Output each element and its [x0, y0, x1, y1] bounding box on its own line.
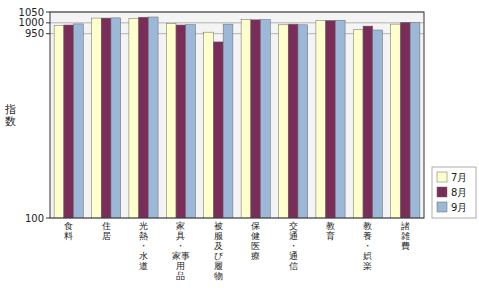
legend-label: 7月	[451, 172, 467, 183]
bar	[353, 30, 363, 218]
y-tick-label: 1050	[19, 7, 44, 18]
x-tick-label: 家具・家事用品	[172, 221, 190, 281]
legend-box	[432, 167, 476, 218]
legend-swatch	[437, 172, 447, 182]
bar	[288, 24, 298, 218]
legend-label: 9月	[451, 202, 467, 213]
legend: 7月 8月 9月	[432, 167, 476, 218]
y-tick-label: 100	[25, 213, 44, 224]
bar	[261, 20, 271, 218]
bar	[101, 18, 111, 218]
y-tick	[46, 12, 50, 13]
y-tick-label: 1000	[19, 17, 44, 28]
bar	[129, 18, 139, 218]
bar	[92, 18, 102, 218]
bar	[251, 20, 261, 218]
x-tick-label: 保健医療	[251, 221, 260, 261]
bar	[223, 24, 233, 218]
x-tick-label: 諸雑費	[401, 221, 410, 251]
y-tick	[46, 22, 50, 23]
x-tick-label: 被服及び履物	[214, 221, 224, 281]
bar	[204, 32, 214, 218]
bar	[54, 26, 64, 218]
bar	[241, 20, 251, 218]
bar	[326, 20, 336, 218]
bars	[54, 17, 420, 218]
x-tick-label: 光熱・水道	[139, 221, 148, 271]
bar	[111, 18, 121, 218]
legend-label: 8月	[451, 187, 467, 198]
y-tick-label: 950	[25, 28, 44, 39]
bar	[279, 25, 289, 218]
y-tick	[46, 218, 50, 219]
bar	[148, 17, 158, 218]
bar	[335, 20, 345, 218]
bar	[139, 17, 149, 218]
bar	[166, 23, 176, 218]
x-tick-label: 食料	[64, 221, 73, 241]
bar	[363, 26, 373, 218]
plot-area	[50, 12, 424, 218]
legend-swatch	[437, 187, 447, 197]
x-tick-label: 教育	[326, 221, 335, 241]
bar	[176, 25, 186, 218]
bar	[298, 25, 308, 218]
x-tick-label: 教養・娯楽	[363, 221, 372, 271]
bar	[186, 25, 196, 218]
bar	[400, 22, 410, 218]
y-axis-label: 指数	[4, 103, 16, 128]
x-tick-label: 交通・通信	[289, 221, 298, 271]
bar	[373, 30, 383, 218]
y-tick	[46, 33, 50, 34]
chart: 100 95010001050 指数食料 住居 光熱・水道 家具・家事用品 被服及び履物 保健…	[0, 0, 479, 290]
bar	[64, 25, 74, 218]
x-tick-label: 住居	[102, 221, 111, 241]
bar	[213, 42, 223, 218]
plot-frame	[50, 12, 424, 218]
legend-swatch	[437, 202, 447, 212]
bar	[316, 20, 326, 218]
bar	[410, 23, 420, 218]
bar	[74, 24, 84, 218]
bar	[391, 24, 401, 218]
